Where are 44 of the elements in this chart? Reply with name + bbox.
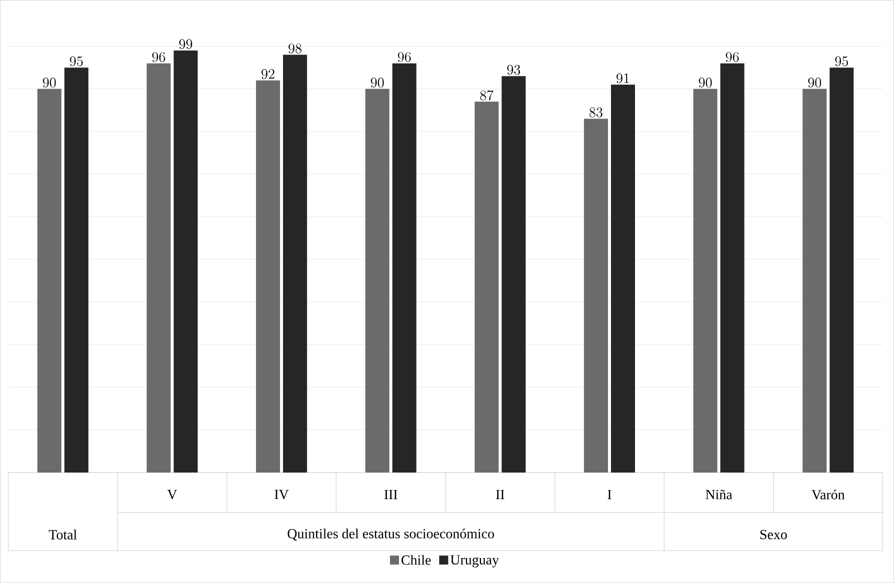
- legend-label: Uruguay: [450, 555, 499, 568]
- data-label: 96: [726, 52, 739, 62]
- bar: [37, 89, 62, 473]
- x-tick-label: I: [608, 490, 612, 500]
- bar: [256, 80, 280, 473]
- data-label: 90: [370, 78, 384, 88]
- data-label: 92: [262, 69, 274, 80]
- bar: [474, 102, 499, 473]
- text: Sexo: [760, 530, 787, 540]
- bar: [610, 84, 635, 473]
- x-tick-label: III: [384, 490, 398, 500]
- x-tick-label: Niña: [706, 490, 732, 500]
- bar: [720, 63, 744, 473]
- bar: [146, 63, 171, 473]
- bar: [174, 50, 198, 473]
- bar: [283, 54, 308, 473]
- data-label: 91: [616, 74, 629, 84]
- data-label: 95: [70, 56, 83, 66]
- data-label: 90: [808, 78, 822, 88]
- bar: [693, 89, 718, 473]
- data-label: 95: [835, 56, 848, 66]
- x-tick-label: IV: [274, 490, 289, 500]
- legend-label: Chile: [402, 555, 431, 565]
- bar: [64, 68, 88, 473]
- text: Quintiles del estatus socioeconómico: [288, 528, 494, 541]
- x-tick-label: II: [496, 490, 504, 500]
- text: Total: [48, 530, 77, 540]
- data-label: 90: [42, 78, 56, 88]
- bar: [830, 68, 854, 473]
- bar: [392, 63, 416, 473]
- data-label: 96: [152, 52, 166, 62]
- bar: [502, 76, 526, 473]
- data-label: 93: [507, 64, 520, 75]
- bar: [802, 89, 827, 473]
- data-label: 90: [698, 78, 712, 88]
- data-label: 83: [590, 108, 602, 118]
- bar: [584, 118, 608, 473]
- data-label: 87: [480, 90, 494, 100]
- x-tick-label: V: [167, 490, 178, 500]
- bar: [365, 89, 390, 473]
- x-tick-label: Varón: [812, 490, 845, 500]
- data-label: 98: [288, 44, 302, 54]
- data-label: 96: [398, 52, 411, 62]
- data-label: 99: [179, 39, 192, 50]
